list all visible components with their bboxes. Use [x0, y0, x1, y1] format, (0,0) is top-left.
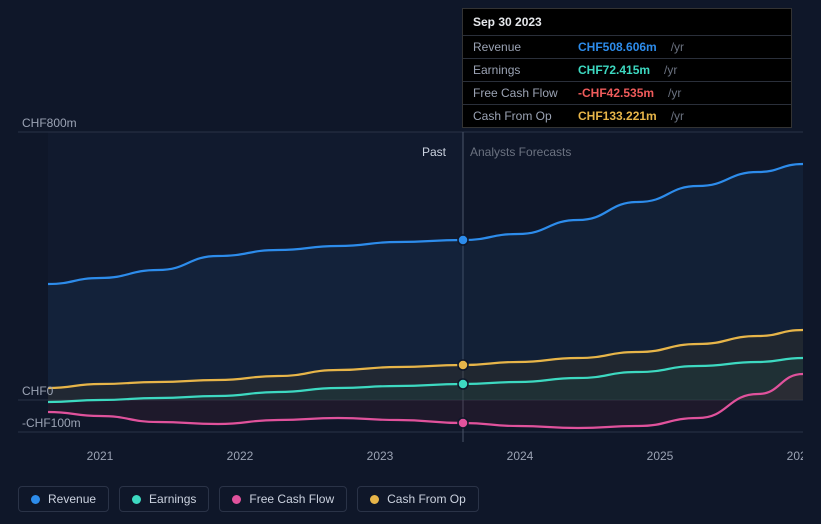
tooltip-row-unit: /yr — [671, 40, 684, 54]
legend-item-label: Revenue — [48, 492, 96, 506]
tooltip-row-unit: /yr — [671, 109, 684, 123]
legend-item-label: Free Cash Flow — [249, 492, 334, 506]
x-axis-label: 2023 — [367, 449, 394, 463]
y-axis-label: CHF0 — [22, 384, 54, 398]
tooltip-row-value: CHF133.221m — [578, 109, 657, 123]
tooltip-row-value: CHF72.415m — [578, 63, 650, 77]
legend: Revenue Earnings Free Cash Flow Cash From O… — [18, 486, 479, 512]
legend-dot-icon — [132, 495, 141, 504]
legend-item-free_cash_flow[interactable]: Free Cash Flow — [219, 486, 347, 512]
tooltip: Sep 30 2023 RevenueCHF508.606m/yrEarning… — [462, 8, 792, 128]
x-axis-label: 2025 — [647, 449, 674, 463]
tooltip-row: Earnings CHF72.415m/yr — [463, 58, 791, 81]
legend-dot-icon — [232, 495, 241, 504]
forecasts-label: Analysts Forecasts — [470, 145, 571, 159]
tooltip-row-label: Earnings — [473, 63, 568, 77]
tooltip-row-unit: /yr — [668, 86, 681, 100]
tooltip-row: Cash From Op CHF133.221m/yr — [463, 104, 791, 127]
y-axis-label: CHF800m — [22, 116, 77, 130]
tooltip-row-label: Revenue — [473, 40, 568, 54]
tooltip-title: Sep 30 2023 — [463, 9, 791, 35]
tooltip-row-label: Cash From Op — [473, 109, 568, 123]
y-axis-label: -CHF100m — [22, 416, 81, 430]
legend-item-revenue[interactable]: Revenue — [18, 486, 109, 512]
legend-item-label: Earnings — [149, 492, 196, 506]
legend-dot-icon — [370, 495, 379, 504]
tooltip-row: Revenue CHF508.606m/yr — [463, 35, 791, 58]
tooltip-row: Free Cash Flow -CHF42.535m/yr — [463, 81, 791, 104]
tooltip-row-label: Free Cash Flow — [473, 86, 568, 100]
x-axis-label: 2026 — [787, 449, 803, 463]
x-axis-label: 2024 — [507, 449, 534, 463]
x-axis-label: 2021 — [87, 449, 114, 463]
tooltip-row-value: CHF508.606m — [578, 40, 657, 54]
legend-item-earnings[interactable]: Earnings — [119, 486, 209, 512]
x-axis-label: 2022 — [227, 449, 254, 463]
legend-item-cash_from_op[interactable]: Cash From Op — [357, 486, 479, 512]
legend-item-label: Cash From Op — [387, 492, 466, 506]
past-label: Past — [422, 145, 447, 159]
tooltip-row-value: -CHF42.535m — [578, 86, 654, 100]
tooltip-row-unit: /yr — [664, 63, 677, 77]
legend-dot-icon — [31, 495, 40, 504]
